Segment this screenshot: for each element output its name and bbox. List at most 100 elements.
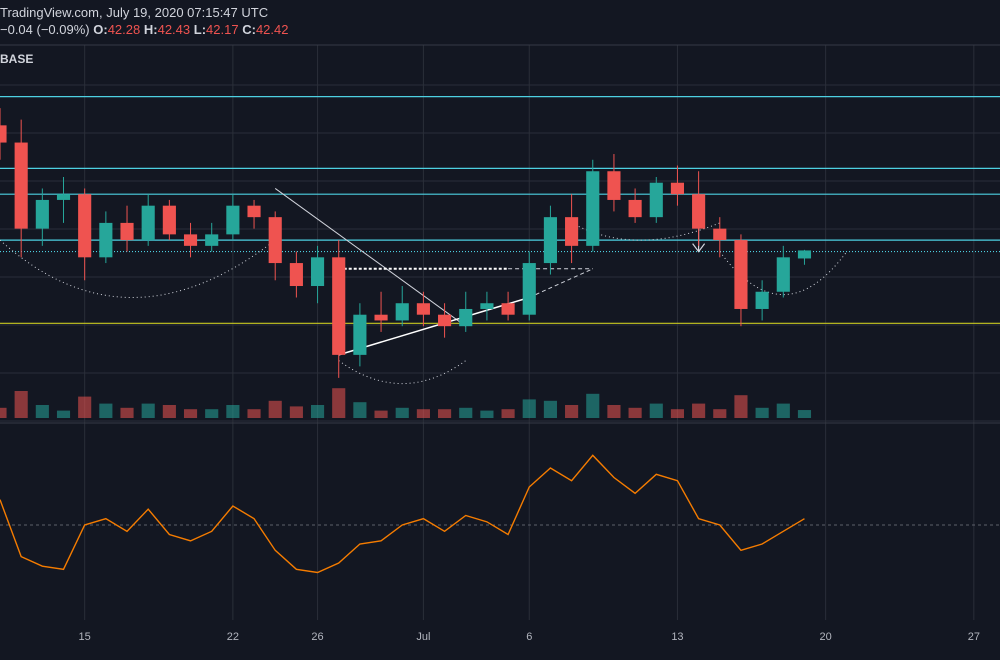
volume-bar-5 [99, 403, 113, 418]
candle-body-27 [565, 217, 579, 246]
volume-bar-3 [56, 410, 71, 418]
candle-body-19 [395, 303, 409, 321]
volume-bar-32 [670, 409, 685, 418]
horizontal-levels [0, 96, 1000, 324]
volume-bar-11 [226, 405, 240, 418]
x-axis: 15 22 26 Jul 6 13 20 27 [79, 631, 980, 643]
candle-body-13 [268, 217, 282, 264]
candle-body-0 [0, 125, 7, 143]
volume-bar-26 [543, 400, 557, 418]
candle-body-26 [543, 217, 557, 264]
high-value: 42.43 [157, 22, 191, 37]
x-tick-label-2: 26 [311, 631, 323, 643]
low-label: L: [193, 22, 207, 37]
candle-body-4 [78, 194, 92, 258]
candle-body-18 [374, 314, 388, 321]
candle-body-16 [332, 257, 346, 355]
candle-body-10 [205, 234, 219, 246]
volume-bar-38 [797, 410, 812, 418]
close-label: C: [242, 22, 256, 37]
candle-body-3 [56, 194, 71, 200]
volume-bar-0 [0, 407, 7, 418]
candle-body-22 [459, 308, 473, 327]
candle-body-6 [120, 222, 134, 241]
candle-body-34 [713, 228, 727, 241]
volume-bar-17 [353, 402, 367, 418]
candle-body-23 [480, 303, 494, 309]
x-tick-label-4: 6 [526, 631, 532, 643]
candle-body-12 [247, 205, 261, 218]
volume-bar-19 [395, 407, 409, 418]
volume-bar-12 [247, 409, 261, 418]
candle-body-17 [353, 314, 367, 355]
volume-bar-31 [649, 403, 663, 418]
candle-body-38 [797, 250, 812, 259]
candles [0, 108, 812, 378]
volume-bar-30 [628, 407, 642, 418]
candle-body-21 [438, 314, 452, 327]
x-tick-label-5: 13 [671, 631, 683, 643]
symbol-label: BASE [0, 52, 34, 66]
descending-trendline [274, 188, 467, 327]
candle-body-25 [522, 263, 536, 315]
chart-header: TradingView.com, July 19, 2020 07:15:47 … [0, 4, 288, 38]
candle-body-5 [99, 222, 113, 258]
candle-body-30 [628, 199, 642, 218]
projection-line [529, 268, 593, 298]
candle-body-37 [776, 257, 790, 292]
volume-bar-1 [14, 391, 28, 418]
volume-bars [0, 388, 812, 418]
volume-bar-6 [120, 407, 134, 418]
volume-bar-21 [438, 409, 452, 418]
volume-bar-18 [374, 410, 388, 418]
volume-bar-29 [607, 405, 621, 418]
candle-body-32 [670, 182, 685, 195]
dotted-arc-1 [0, 239, 276, 298]
x-tick-label-3: Jul [416, 631, 430, 643]
oscillator-pane [0, 454, 805, 574]
dotted-arc-2 [338, 360, 467, 384]
volume-bar-23 [480, 410, 494, 418]
volume-bar-28 [586, 393, 600, 418]
candle-body-20 [416, 303, 430, 315]
volume-bar-13 [268, 400, 282, 418]
volume-bar-24 [501, 409, 515, 418]
volume-bar-7 [141, 403, 155, 418]
x-tick-label-7: 27 [968, 631, 980, 643]
candle-body-36 [755, 291, 769, 309]
volume-bar-37 [776, 403, 790, 418]
volume-bar-22 [459, 407, 473, 418]
candle-body-7 [141, 205, 155, 241]
volume-bar-33 [692, 403, 706, 418]
candle-body-9 [183, 234, 198, 246]
x-tick-label-1: 22 [227, 631, 239, 643]
volume-bar-34 [713, 409, 727, 418]
volume-bar-15 [310, 405, 325, 418]
candle-body-11 [226, 205, 240, 235]
candle-body-2 [35, 199, 49, 229]
grid [0, 44, 1000, 620]
volume-bar-2 [35, 405, 49, 418]
volume-bar-27 [565, 405, 579, 418]
volume-bar-16 [332, 388, 346, 418]
volume-bar-4 [78, 396, 92, 418]
candle-body-8 [162, 205, 176, 235]
open-label: O: [93, 22, 108, 37]
volume-bar-8 [162, 405, 176, 418]
ohlc-row: −0.04 (−0.09%) O:42.28 H:42.43 L:42.17 C… [0, 21, 288, 38]
close-value: 42.42 [255, 22, 289, 37]
volume-bar-20 [416, 409, 430, 418]
x-tick-label-6: 20 [820, 631, 832, 643]
candle-body-15 [310, 257, 325, 287]
low-value: 42.17 [206, 22, 239, 37]
source-line: TradingView.com, July 19, 2020 07:15:47 … [0, 5, 269, 20]
volume-bar-25 [522, 399, 536, 418]
volume-bar-35 [734, 395, 748, 418]
candle-body-29 [607, 171, 621, 200]
high-label: H: [143, 22, 158, 37]
open-value: 42.28 [107, 22, 141, 37]
candle-body-31 [649, 182, 663, 218]
volume-bar-10 [205, 409, 219, 418]
